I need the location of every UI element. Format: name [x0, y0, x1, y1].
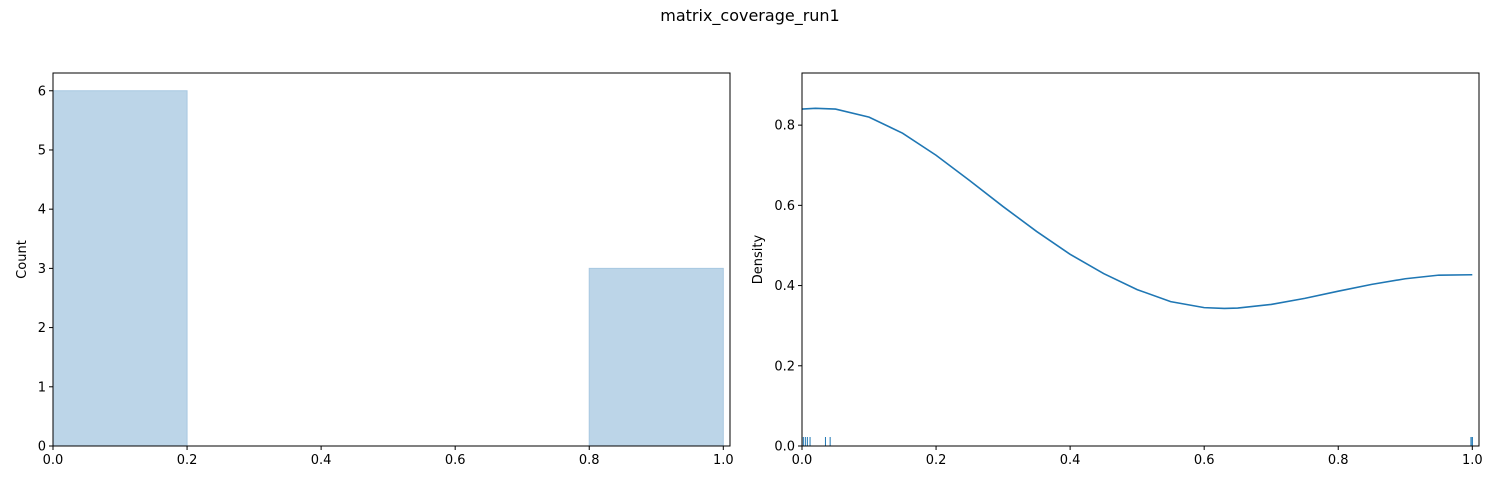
x-tick-label: 0.8	[1328, 453, 1349, 468]
x-tick-label: 1.0	[1462, 453, 1483, 468]
y-tick-label: 6	[38, 84, 46, 99]
axes-frame	[801, 72, 1480, 447]
y-tick-label: 3	[38, 262, 46, 277]
x-tick-label: 0.4	[311, 453, 332, 468]
histogram-bar	[52, 90, 188, 447]
y-tick-label: 0.8	[774, 119, 795, 134]
y-axis-label: Count	[15, 240, 30, 279]
y-tick-label: 0.4	[774, 279, 795, 294]
x-tick-label: 0.2	[177, 453, 198, 468]
x-tick-label: 0.6	[1194, 453, 1215, 468]
x-tick-label: 0.0	[43, 453, 64, 468]
density-panel: 0.0 0.2 0.4 0.6 0.8 1.0 0.0 0.2 0.4 0.6 0.8 Density	[751, 72, 1483, 468]
x-tick-label: 0.2	[926, 453, 947, 468]
y-tick-label: 4	[38, 203, 46, 218]
figure-title: matrix_coverage_run1	[660, 6, 840, 25]
density-curve	[801, 107, 1473, 310]
x-tick-label: 0.0	[792, 453, 813, 468]
axes-frame	[52, 72, 731, 447]
y-tick-label: 1	[38, 380, 46, 395]
y-tick-label: 2	[38, 321, 46, 336]
x-tick-label: 0.8	[579, 453, 600, 468]
x-tick-label: 0.4	[1060, 453, 1081, 468]
y-axis-label: Density	[751, 234, 766, 284]
histogram-panel: 0.0 0.2 0.4 0.6 0.8 1.0 0 1 2 3 4 5 6 Count	[15, 72, 734, 468]
y-tick-label: 0.2	[774, 359, 795, 374]
y-tick-label: 0	[38, 440, 46, 455]
histogram-bar	[588, 267, 724, 447]
x-tick-label: 0.6	[445, 453, 466, 468]
y-tick-label: 5	[38, 143, 46, 158]
y-tick-label: 0.6	[774, 199, 795, 214]
x-tick-label: 1.0	[713, 453, 734, 468]
y-tick-label: 0.0	[774, 440, 795, 455]
